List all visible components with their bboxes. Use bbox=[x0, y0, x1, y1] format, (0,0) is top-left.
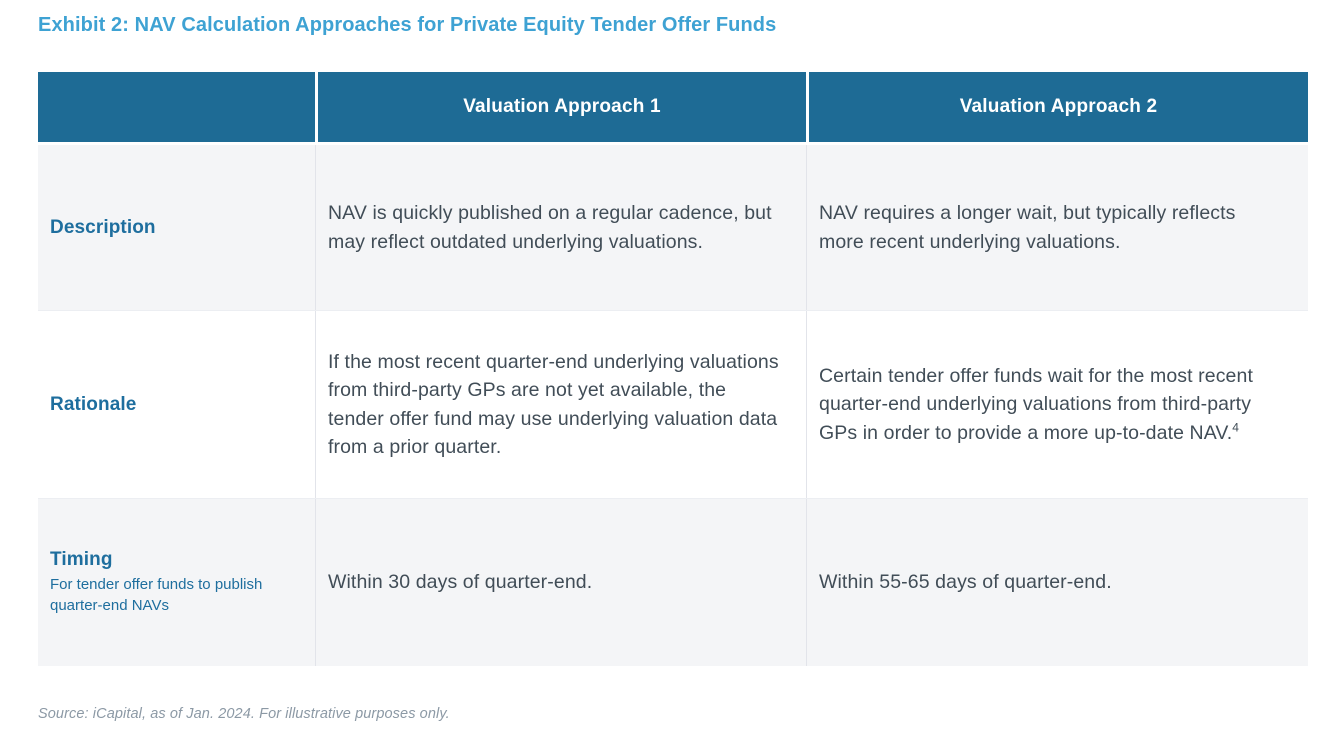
cell-description-approach-1: NAV is quickly published on a regular ca… bbox=[315, 145, 806, 310]
nav-approaches-table: Valuation Approach 1 Valuation Approach … bbox=[38, 72, 1308, 666]
cell-text: NAV requires a longer wait, but typicall… bbox=[819, 199, 1282, 255]
cell-text-content: NAV is quickly published on a regular ca… bbox=[328, 202, 772, 253]
cell-text: If the most recent quarter-end underlyin… bbox=[328, 348, 780, 460]
row-label-timing: Timing bbox=[50, 549, 113, 570]
row-header-rationale: Rationale bbox=[38, 311, 315, 498]
footnote-marker: 4 bbox=[1232, 420, 1240, 435]
table-row-rationale: Rationale If the most recent quarter-end… bbox=[38, 311, 1308, 499]
table-row-description: Description NAV is quickly published on … bbox=[38, 145, 1308, 311]
table-header-valuation-approach-2: Valuation Approach 2 bbox=[806, 72, 1308, 142]
cell-text-content: If the most recent quarter-end underlyin… bbox=[328, 351, 779, 458]
row-header-timing: Timing For tender offer funds to publish… bbox=[38, 499, 315, 666]
cell-text-content: Within 55-65 days of quarter-end. bbox=[819, 571, 1112, 594]
cell-text-content: Certain tender offer funds wait for the … bbox=[819, 365, 1253, 444]
table-body: Description NAV is quickly published on … bbox=[38, 145, 1308, 666]
cell-rationale-approach-2: Certain tender offer funds wait for the … bbox=[806, 311, 1308, 498]
table-header-empty-cell bbox=[38, 72, 315, 142]
cell-timing-approach-1: Within 30 days of quarter-end. bbox=[315, 499, 806, 666]
cell-text: NAV is quickly published on a regular ca… bbox=[328, 199, 780, 255]
row-label-description: Description bbox=[50, 216, 156, 238]
table-header-row: Valuation Approach 1 Valuation Approach … bbox=[38, 72, 1308, 142]
table-row-timing: Timing For tender offer funds to publish… bbox=[38, 499, 1308, 666]
cell-description-approach-2: NAV requires a longer wait, but typicall… bbox=[806, 145, 1308, 310]
cell-text: Within 30 days of quarter-end. bbox=[328, 568, 780, 596]
cell-text-content: NAV requires a longer wait, but typicall… bbox=[819, 202, 1236, 253]
cell-text: Certain tender offer funds wait for the … bbox=[819, 362, 1282, 446]
row-sublabel-timing: For tender offer funds to publish quarte… bbox=[50, 576, 263, 614]
source-note: Source: iCapital, as of Jan. 2024. For i… bbox=[38, 706, 450, 722]
cell-text: Within 55-65 days of quarter-end. bbox=[819, 568, 1282, 596]
cell-rationale-approach-1: If the most recent quarter-end underlyin… bbox=[315, 311, 806, 498]
row-header-description: Description bbox=[38, 145, 315, 310]
cell-text-content: Within 30 days of quarter-end. bbox=[328, 571, 593, 594]
table-header-valuation-approach-1: Valuation Approach 1 bbox=[315, 72, 806, 142]
row-label-rationale: Rationale bbox=[50, 393, 137, 415]
exhibit-title: Exhibit 2: NAV Calculation Approaches fo… bbox=[38, 14, 777, 36]
cell-timing-approach-2: Within 55-65 days of quarter-end. bbox=[806, 499, 1308, 666]
